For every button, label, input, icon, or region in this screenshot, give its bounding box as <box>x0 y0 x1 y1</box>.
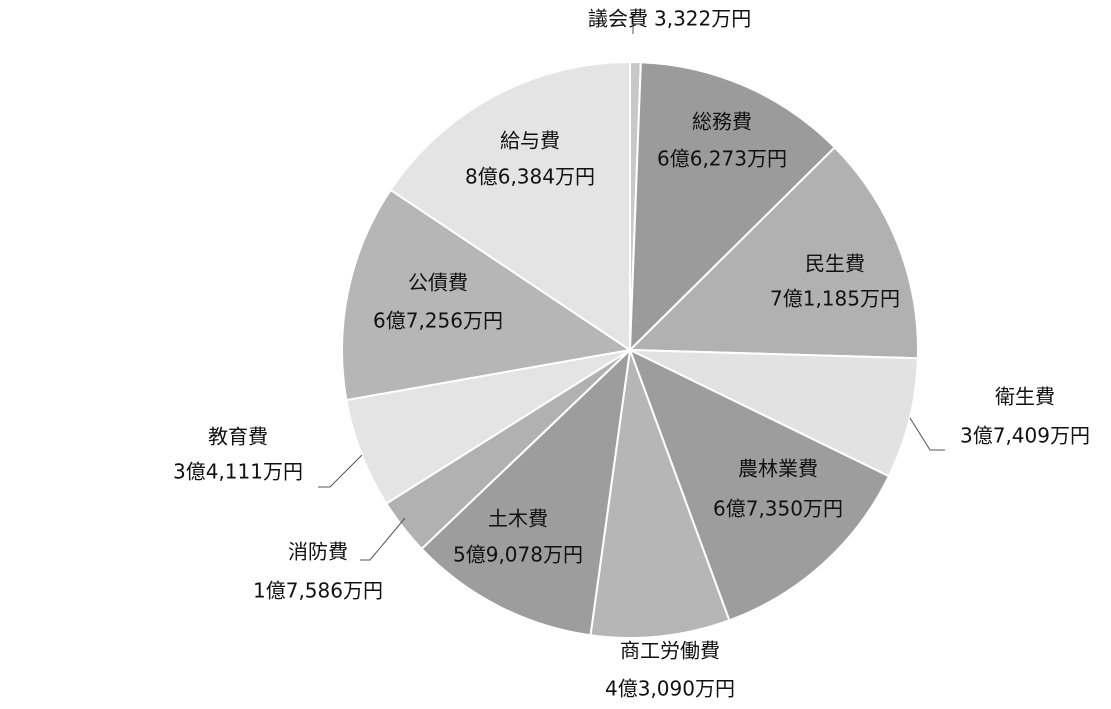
pie-slice <box>420 347 632 637</box>
slice-label: 民生費 <box>805 252 865 276</box>
slice-label: 議会費 <box>588 7 648 31</box>
slice-value: 3億4,111万円 <box>173 460 303 484</box>
slice-value: 3,322万円 <box>654 7 751 31</box>
slice-label: 教育費 <box>208 425 268 449</box>
slice-label: 土木費 <box>488 507 548 531</box>
slice-value: 8億6,384万円 <box>465 165 595 189</box>
pie-slice <box>629 349 919 478</box>
pie-slice <box>341 188 633 402</box>
slice-value: 6億7,256万円 <box>373 309 503 333</box>
slice-value: 3億7,409万円 <box>960 424 1090 448</box>
pie-slice <box>628 61 837 353</box>
slice-label: 公債費 <box>408 271 468 295</box>
leader-line <box>318 454 363 488</box>
slice-value: 5億9,078万円 <box>453 543 583 567</box>
slice-label: 農林業費 <box>738 457 818 481</box>
slice-value: 4億3,090万円 <box>605 677 735 701</box>
slice-value: 7億1,185万円 <box>770 287 900 311</box>
leader-line <box>360 517 406 561</box>
slice-label: 消防費 <box>288 540 348 564</box>
slice-label: 商工労働費 <box>620 639 720 663</box>
slice-label: 衛生費 <box>995 385 1055 409</box>
slice-label: 総務費 <box>692 110 752 134</box>
slice-value: 1億7,586万円 <box>253 579 383 603</box>
pie-slice <box>627 146 919 360</box>
pie-slice <box>389 60 631 352</box>
slice-label: 給与費 <box>500 129 560 153</box>
leader-line <box>909 417 945 451</box>
slice-value: 6億7,350万円 <box>713 497 843 521</box>
slice-value: 6億6,273万円 <box>657 147 787 171</box>
pie-slice <box>589 349 731 639</box>
pie-slice <box>628 348 891 622</box>
